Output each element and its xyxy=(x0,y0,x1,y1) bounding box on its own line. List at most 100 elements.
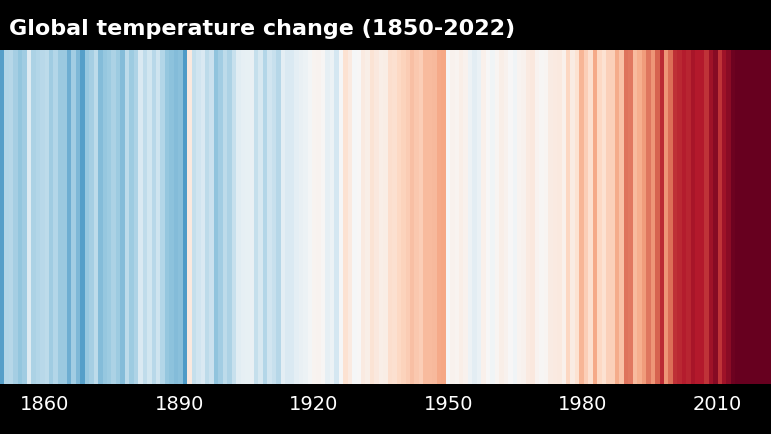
Bar xyxy=(503,50,508,384)
Text: 1950: 1950 xyxy=(423,395,473,414)
Bar xyxy=(459,50,463,384)
Bar xyxy=(401,50,406,384)
Text: 1890: 1890 xyxy=(155,395,204,414)
Bar xyxy=(713,50,718,384)
Bar xyxy=(290,50,295,384)
Bar xyxy=(335,50,338,384)
Bar xyxy=(455,50,459,384)
Bar xyxy=(143,50,147,384)
Bar xyxy=(611,50,615,384)
Bar xyxy=(584,50,588,384)
Bar xyxy=(45,50,49,384)
Bar xyxy=(495,50,499,384)
Bar xyxy=(285,50,290,384)
Bar xyxy=(370,50,375,384)
Bar xyxy=(93,50,98,384)
Bar xyxy=(187,50,192,384)
Bar xyxy=(392,50,396,384)
Text: 1860: 1860 xyxy=(20,395,69,414)
Bar xyxy=(112,50,116,384)
Bar xyxy=(633,50,638,384)
Bar xyxy=(436,50,441,384)
Bar xyxy=(76,50,80,384)
Bar xyxy=(736,50,740,384)
Bar xyxy=(272,50,276,384)
Bar xyxy=(749,50,753,384)
Bar xyxy=(281,50,285,384)
Bar xyxy=(668,50,673,384)
Bar xyxy=(686,50,691,384)
Bar xyxy=(740,50,744,384)
Bar xyxy=(138,50,143,384)
Bar xyxy=(655,50,659,384)
Bar xyxy=(406,50,410,384)
Bar xyxy=(628,50,633,384)
Bar xyxy=(718,50,722,384)
Bar xyxy=(762,50,766,384)
Bar xyxy=(67,50,71,384)
Bar xyxy=(183,50,187,384)
Bar xyxy=(753,50,758,384)
Bar xyxy=(744,50,749,384)
Bar xyxy=(598,50,601,384)
Bar xyxy=(205,50,210,384)
Bar xyxy=(356,50,361,384)
Bar xyxy=(410,50,415,384)
Bar xyxy=(85,50,89,384)
Bar xyxy=(152,50,156,384)
Bar xyxy=(758,50,762,384)
Bar xyxy=(526,50,530,384)
Bar xyxy=(308,50,312,384)
Bar xyxy=(490,50,495,384)
Bar xyxy=(481,50,486,384)
Bar xyxy=(499,50,503,384)
Bar xyxy=(423,50,428,384)
Bar xyxy=(5,50,9,384)
Bar xyxy=(624,50,628,384)
Bar xyxy=(766,50,771,384)
Bar xyxy=(530,50,535,384)
Bar xyxy=(664,50,668,384)
Bar xyxy=(352,50,356,384)
Bar xyxy=(40,50,45,384)
Bar xyxy=(476,50,481,384)
Bar xyxy=(700,50,704,384)
Bar xyxy=(321,50,325,384)
Bar xyxy=(130,50,133,384)
Bar xyxy=(62,50,67,384)
Bar xyxy=(651,50,655,384)
Bar xyxy=(615,50,619,384)
Bar xyxy=(517,50,521,384)
Bar xyxy=(218,50,223,384)
Bar xyxy=(557,50,561,384)
Bar xyxy=(263,50,268,384)
Bar xyxy=(548,50,553,384)
Bar xyxy=(22,50,27,384)
Bar xyxy=(441,50,446,384)
Bar xyxy=(691,50,695,384)
Bar xyxy=(361,50,365,384)
Bar xyxy=(165,50,170,384)
Bar xyxy=(116,50,120,384)
Bar xyxy=(553,50,557,384)
Bar xyxy=(250,50,254,384)
Bar xyxy=(49,50,53,384)
Bar xyxy=(338,50,343,384)
Bar xyxy=(463,50,468,384)
Bar xyxy=(419,50,423,384)
Bar xyxy=(89,50,93,384)
Bar xyxy=(704,50,709,384)
Bar xyxy=(120,50,125,384)
Bar xyxy=(254,50,258,384)
Bar xyxy=(103,50,107,384)
Bar xyxy=(170,50,173,384)
Bar xyxy=(343,50,348,384)
Bar xyxy=(678,50,682,384)
Text: Global temperature change (1850-2022): Global temperature change (1850-2022) xyxy=(9,19,515,39)
Bar xyxy=(214,50,218,384)
Bar xyxy=(80,50,85,384)
Bar xyxy=(646,50,651,384)
Bar xyxy=(731,50,736,384)
Text: 1920: 1920 xyxy=(289,395,338,414)
Bar xyxy=(638,50,641,384)
